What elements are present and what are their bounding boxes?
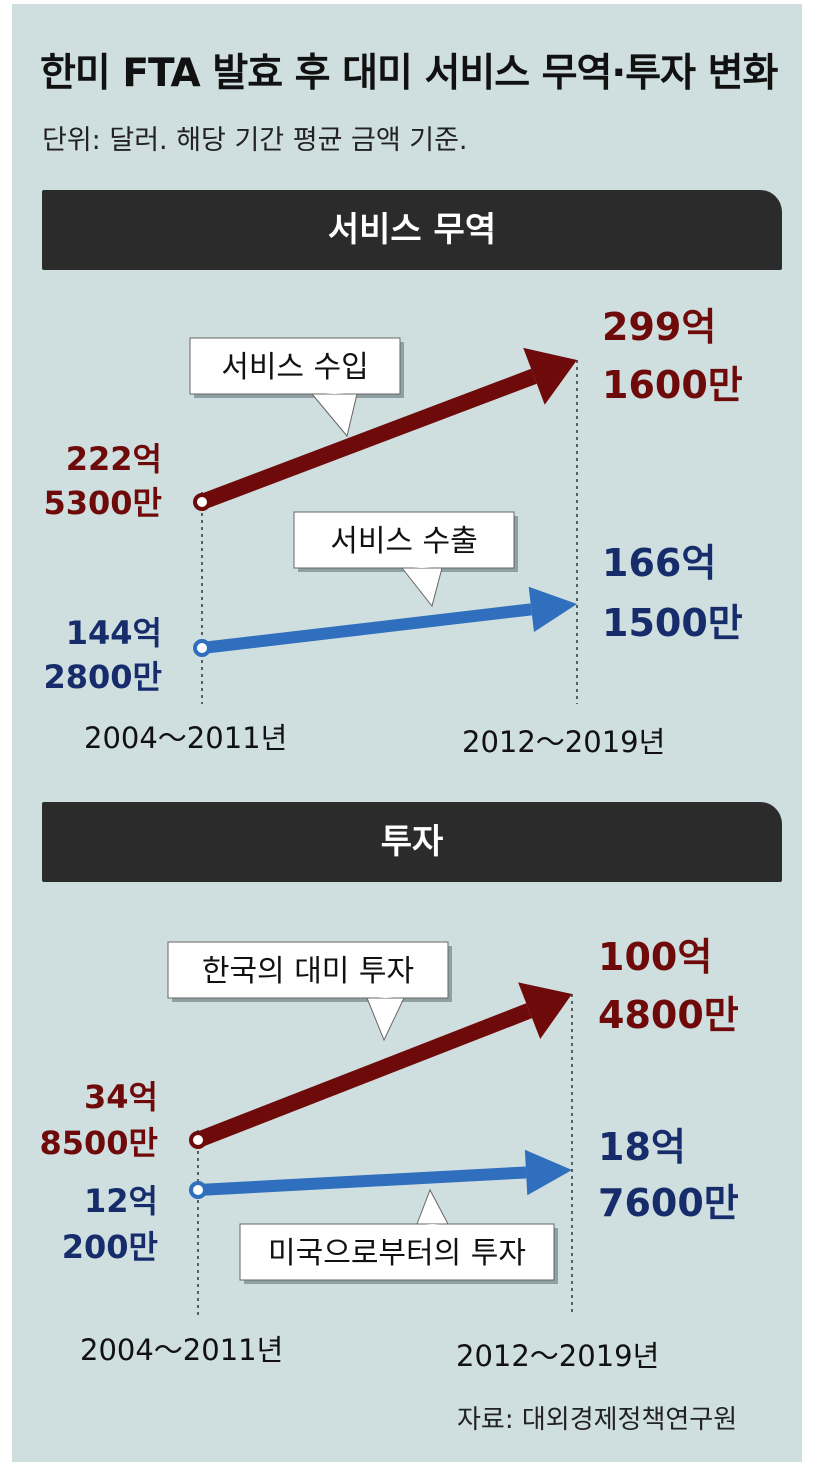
callout-joint: [418, 1224, 447, 1225]
series-line-primary: [195, 1003, 533, 1148]
callout-box: [293, 511, 515, 569]
category-label: 2012～2019년: [462, 725, 665, 759]
service-trade-chart: 222억 5300만 299억 1600만 144억 2800만 166억 1500만 서비스 …: [39, 305, 743, 1373]
callout-joint: [368, 997, 403, 998]
infographic-card: 한미 FTA 발효 후 대미 서비스 무역·투자 변화 단위: 달러. 해당 기…: [12, 4, 802, 1462]
value-label-start: 200만: [62, 1228, 158, 1266]
section-banner-service-trade: 서비스 무역: [42, 190, 782, 270]
arrow-head: [518, 982, 572, 1040]
callout-pointer: [366, 997, 405, 1042]
value-label-end: 4800만: [598, 993, 739, 1037]
source-note: 자료: 대외경제정책연구원: [457, 1405, 738, 1435]
arrow-head: [523, 347, 577, 405]
value-label-start: 5300만: [43, 484, 162, 522]
value-label-end: 100억: [598, 935, 712, 979]
arrow-head: [528, 586, 577, 633]
value-label-end: 166억: [602, 541, 716, 585]
value-label-end: 1500만: [602, 601, 743, 645]
start-point: [189, 1131, 207, 1149]
callout-box: [189, 337, 401, 395]
arrow-head: [524, 1149, 572, 1196]
value-label-end: 18억: [598, 1125, 686, 1169]
value-label-start: 34억: [84, 1078, 158, 1116]
callout-pointer: [416, 1188, 449, 1225]
value-label-start: 12억: [84, 1182, 158, 1220]
value-label-start: 8500만: [39, 1124, 158, 1162]
callout-pointer: [400, 567, 443, 608]
value-label-end: 1600만: [602, 363, 743, 407]
callout-box: [167, 941, 449, 999]
start-point: [193, 493, 211, 511]
value-label-end: 299억: [602, 305, 716, 349]
series-name-label: 서비스 수입: [221, 350, 369, 385]
section-banner-investment: 투자: [42, 802, 782, 882]
category-label: 2004～2011년: [84, 721, 287, 755]
page-subtitle: 단위: 달러. 해당 기간 평균 금액 기준.: [42, 125, 468, 156]
series-name-label: 서비스 수출: [330, 524, 478, 559]
value-label-start: 144억: [66, 614, 162, 652]
value-label-start: 222억: [66, 440, 162, 478]
value-label-end: 7600만: [598, 1181, 739, 1225]
category-label: 2004～2011년: [80, 1333, 283, 1367]
series-name-label: 한국의 대미 투자: [202, 954, 414, 989]
value-label-start: 2800만: [43, 658, 162, 696]
series-line-secondary: [197, 1166, 527, 1196]
page-title: 한미 FTA 발효 후 대미 서비스 무역·투자 변화: [40, 51, 778, 96]
callout-box: [239, 1223, 555, 1281]
category-label: 2012～2019년: [456, 1339, 659, 1373]
callout-pointer: [310, 393, 358, 438]
callout-joint: [403, 567, 441, 568]
series-line-secondary: [201, 603, 533, 654]
start-point: [193, 639, 211, 657]
series-line-primary: [199, 368, 537, 510]
start-point: [189, 1181, 207, 1199]
callout-joint: [313, 393, 356, 394]
series-name-label: 미국으로부터의 투자: [268, 1236, 526, 1271]
